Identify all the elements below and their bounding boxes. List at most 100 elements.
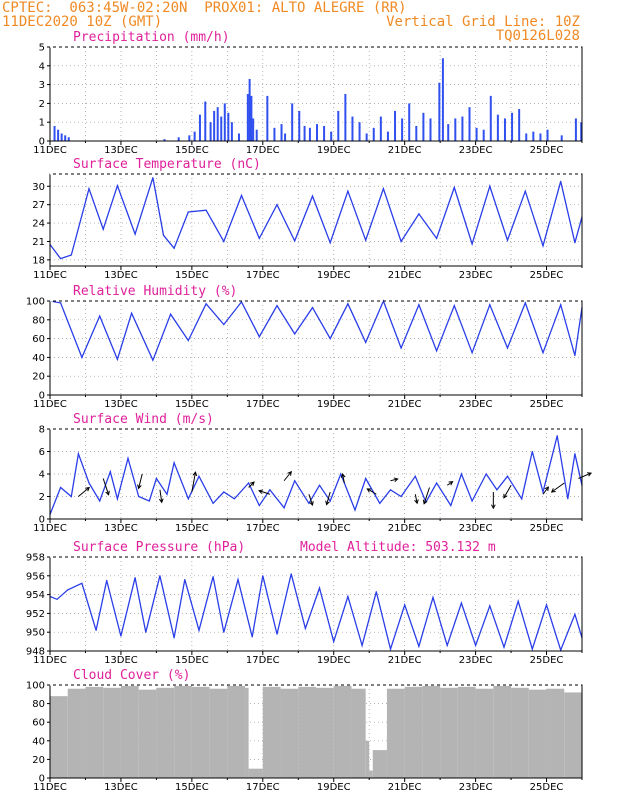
data-point: [308, 502, 310, 504]
data-point: [102, 228, 104, 230]
precip-bar: [230, 122, 233, 141]
data-point: [460, 602, 463, 604]
y-tick-label: 2: [39, 492, 45, 503]
data-point: [70, 495, 72, 498]
x-tick-label: 15DEC: [175, 145, 209, 156]
data-point: [258, 336, 260, 338]
data-point: [258, 237, 260, 239]
data-point: [365, 341, 367, 343]
data-point: [524, 190, 526, 192]
precip-bar: [438, 82, 441, 141]
wind-arrow: [158, 489, 164, 504]
data-point: [205, 209, 207, 211]
data-point: [248, 482, 250, 484]
panel-title: Surface Pressure (hPa): [73, 540, 245, 555]
data-point: [418, 213, 420, 215]
data-point: [379, 502, 381, 504]
x-tick-label: 23DEC: [459, 655, 493, 666]
data-point: [162, 234, 165, 236]
cloud-bar: [528, 689, 547, 778]
data-point: [382, 188, 384, 190]
x-tick-label: 17DEC: [246, 145, 280, 156]
x-tick-label: 17DEC: [246, 523, 280, 534]
panel-6: 0 20 40 60 80 100 11DEC 13DEC 15DEC 17DEC 19DEC 21D…: [26, 668, 583, 793]
wind-arrow-head: [158, 498, 164, 504]
y-tick-label: 6: [39, 447, 45, 458]
data-point: [240, 194, 243, 197]
wind-arrow-shaft: [423, 487, 430, 504]
data-point: [212, 502, 214, 504]
panel-title: Surface Temperature (nC): [73, 157, 261, 172]
wind-arrow: [248, 481, 255, 488]
data-point: [560, 180, 562, 182]
panel-title: Surface Wind (m/s): [73, 412, 214, 427]
data-point: [560, 649, 562, 651]
data-point: [542, 352, 544, 354]
wind-arrow-head: [587, 472, 593, 477]
precip-bar: [386, 131, 389, 141]
panel-5: 948 950 952 954 956 958 11DEC 13DEC 15DEC 17DEC 19…: [26, 540, 583, 666]
wind-arrow: [191, 471, 198, 493]
x-tick-label: 15DEC: [175, 523, 209, 534]
data-point: [365, 239, 367, 241]
precip-bar: [60, 133, 63, 141]
x-tick-label: 19DEC: [317, 270, 351, 281]
x-tick-label: 21DEC: [388, 270, 422, 281]
data-point: [542, 491, 544, 493]
cloud-bar: [493, 685, 512, 778]
precip-bar: [518, 109, 521, 141]
data-point: [116, 185, 118, 187]
data-point: [400, 495, 402, 498]
data-point: [81, 582, 83, 584]
precip-bar: [468, 107, 471, 141]
data-point: [574, 453, 576, 455]
x-tick-label: 19DEC: [317, 399, 351, 410]
data-point: [130, 312, 133, 314]
data-point: [460, 473, 463, 475]
data-point: [169, 313, 172, 315]
data-point: [251, 636, 253, 638]
wind-arrow-shaft: [283, 471, 292, 482]
data-point: [311, 195, 314, 197]
wind-arrow-shaft: [308, 494, 313, 506]
wind-arrow-head: [287, 470, 292, 476]
y-tick-label: 20: [32, 372, 45, 383]
x-tick-label: 21DEC: [388, 523, 422, 534]
panel-3: 0 20 40 60 80 100 11DEC 13DEC 15DEC 17DEC 19DEC 21D…: [26, 284, 583, 410]
x-tick-label: 25DEC: [530, 270, 564, 281]
precip-bar: [303, 125, 306, 141]
wind-arrow: [503, 485, 512, 499]
wind-arrow-shaft: [342, 473, 345, 484]
precip-bar: [379, 116, 382, 141]
cloud-bar: [351, 688, 366, 778]
wind-arrow-head: [258, 489, 264, 494]
x-tick-label: 25DEC: [530, 782, 564, 793]
precip-bar: [216, 107, 219, 141]
y-tick-label: 24: [32, 219, 45, 230]
y-tick-label: 0: [39, 774, 45, 785]
cloud-bar: [245, 687, 249, 778]
wind-arrow-shaft: [191, 472, 196, 493]
data-point: [329, 338, 331, 340]
data-point: [414, 475, 416, 477]
wind-arrow: [340, 472, 346, 484]
data-point: [574, 242, 576, 244]
y-tick-label: 954: [26, 590, 45, 601]
y-tick-label: 4: [39, 470, 45, 481]
precip-bar: [344, 94, 347, 141]
data-point: [152, 359, 154, 361]
y-tick-label: 100: [26, 297, 45, 308]
wind-arrow-shaft: [390, 478, 398, 482]
data-point: [109, 471, 111, 473]
x-tick-label: 25DEC: [530, 655, 564, 666]
wind-arrow: [102, 478, 110, 496]
data-point: [446, 644, 448, 646]
precip-bar: [163, 139, 166, 141]
cloud-bar: [156, 687, 175, 778]
data-point: [212, 576, 214, 578]
data-point: [542, 245, 544, 247]
data-point: [574, 354, 576, 357]
cloud-bar: [191, 686, 210, 778]
wind-arrow: [550, 482, 565, 493]
